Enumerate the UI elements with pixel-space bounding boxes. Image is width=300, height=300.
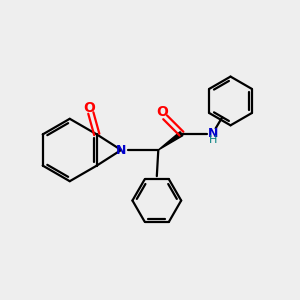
- Polygon shape: [158, 132, 183, 150]
- Text: H: H: [208, 135, 217, 145]
- Text: N: N: [116, 143, 126, 157]
- Text: O: O: [83, 100, 95, 115]
- Text: O: O: [156, 105, 168, 119]
- Text: N: N: [208, 127, 218, 140]
